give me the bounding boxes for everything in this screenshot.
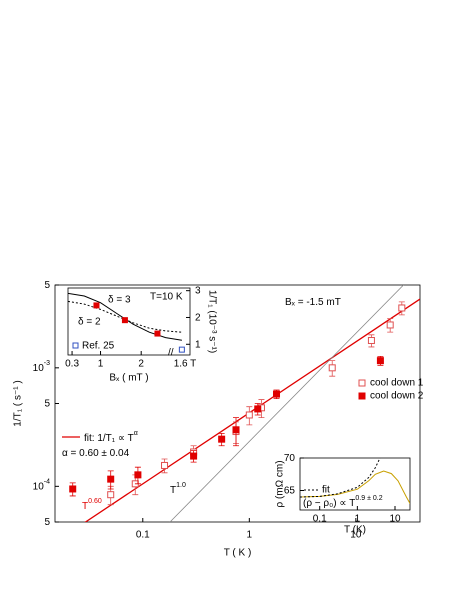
annotation-sup: 0.60: [88, 498, 102, 505]
fit-line: [169, 285, 404, 522]
data-point: [93, 302, 100, 309]
x-tick-label: 1: [355, 514, 361, 525]
data-point: [376, 357, 384, 365]
data-point: [161, 461, 169, 469]
y-tick-label: 3: [195, 285, 201, 296]
y-axis-label: 1/T₁ (10⁻³ s⁻¹): [206, 290, 217, 353]
data-point: [154, 330, 161, 337]
annotation: T0.60: [82, 498, 102, 512]
x-axis-label: T ( K ): [224, 548, 252, 559]
axis-break: //: [168, 348, 174, 359]
x-tick-label: 0.3: [65, 359, 79, 370]
reference-point: [178, 346, 185, 353]
data-point: [107, 491, 115, 499]
curve-label: δ = 3: [108, 295, 131, 306]
annotation: α = 0.60 ± 0.04: [62, 448, 130, 459]
legend-label: cool down 1: [370, 378, 424, 389]
y-tick-label: 2: [195, 312, 201, 323]
fit-label-main: fit: 1/T₁ ∝ T: [84, 433, 134, 444]
data-point: [69, 485, 77, 493]
data-point: [121, 317, 128, 324]
y-tick-label: 1: [195, 339, 201, 350]
legend-label: fit: [322, 485, 330, 496]
data-point: [328, 364, 336, 372]
y-tick-label-sup: -4: [44, 478, 50, 485]
legend-note-main: (ρ − ρ₀) ∝ T: [303, 498, 355, 509]
x-tick-label: 1: [98, 359, 104, 370]
x-tick-label: 10: [389, 514, 401, 525]
annotation: Bₓ = -1.5 mT: [285, 297, 341, 308]
y-axis-label: 1/T₁ ( s⁻¹ ): [13, 380, 24, 426]
legend-label: Ref. 25: [82, 341, 115, 352]
annotation-main: T: [82, 501, 88, 512]
y-tick-label: 5: [44, 280, 50, 291]
annotation-sup: 1.0: [176, 482, 186, 489]
data-point: [254, 405, 262, 413]
y-tick-label: 5: [44, 517, 50, 528]
data-point: [386, 321, 394, 329]
data-point: [273, 390, 281, 398]
curve-label: δ = 2: [78, 317, 101, 328]
y-tick-label-sup: -3: [44, 360, 50, 367]
x-tick-label: 2: [138, 359, 144, 370]
curve: [300, 458, 381, 498]
y-tick-label-main: 3: [195, 285, 201, 296]
x-tick-label: 0.1: [313, 514, 327, 525]
legend-note: (ρ − ρ₀) ∝ T0.9 ± 0.2: [303, 495, 383, 509]
y-tick-label: 70: [284, 453, 296, 464]
data-point: [245, 411, 253, 419]
legend-marker: [72, 342, 79, 349]
y-tick-label-main: 10: [33, 362, 45, 373]
legend-note-sup: 0.9 ± 0.2: [355, 495, 382, 502]
data-point: [190, 452, 198, 460]
y-axis-label: ρ (mΩ cm): [275, 460, 286, 507]
y-tick-label: 10-4: [33, 478, 50, 492]
x-tick-label: 0.1: [136, 530, 150, 541]
y-tick-label-main: 65: [284, 485, 296, 496]
y-tick-label: 65: [284, 485, 296, 496]
annotation: T=10 K: [150, 292, 183, 303]
y-tick-label-main: 1: [195, 339, 201, 350]
legend-marker: [358, 379, 366, 387]
x-tick-label: 10: [350, 530, 362, 541]
fit-line: [84, 298, 420, 522]
x-axis-label: T (K): [344, 525, 366, 536]
data-point: [367, 337, 375, 345]
y-tick-label: 5: [44, 398, 50, 409]
y-tick-label-main: 5: [44, 280, 50, 291]
legend-marker: [358, 392, 366, 400]
annotation-main: T: [170, 485, 176, 496]
x-axis-label: Bₓ ( mT ): [109, 373, 148, 384]
plot-frame: [299, 457, 411, 511]
fit-label-sup: α: [134, 430, 138, 437]
fit-label: fit: 1/T₁ ∝ Tα: [84, 430, 138, 444]
data-point: [398, 304, 406, 312]
x-tick-label: 1.6 T: [174, 359, 197, 370]
y-tick-label-main: 10: [33, 481, 45, 492]
data-point: [218, 435, 226, 443]
legend-label: cool down 2: [370, 391, 424, 402]
y-tick-label-main: 5: [44, 517, 50, 528]
data-point: [134, 471, 142, 479]
y-tick-label: 10-3: [33, 360, 50, 374]
annotation-main: α = 0.60 ± 0.04: [62, 448, 130, 459]
x-tick-label: 1: [247, 530, 253, 541]
data-point: [107, 475, 115, 483]
annotation: T1.0: [170, 482, 186, 496]
y-tick-label-main: 70: [284, 453, 296, 464]
y-tick-label-main: 5: [44, 398, 50, 409]
data-point: [232, 426, 240, 434]
y-tick-label-main: 2: [195, 312, 201, 323]
curve: [300, 470, 410, 504]
annotation-main: Bₓ = -1.5 mT: [285, 297, 341, 308]
